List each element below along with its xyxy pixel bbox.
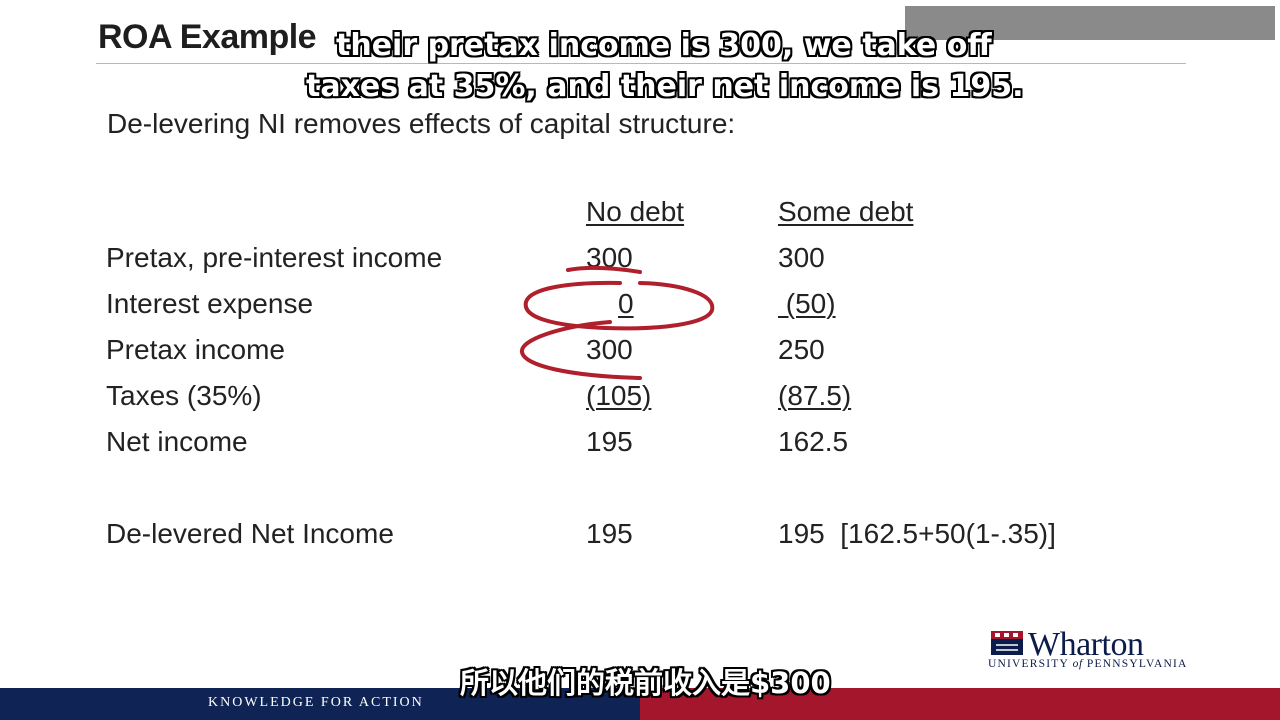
row-label-net-income: Net income: [106, 426, 248, 457]
logo-wordmark: Wharton: [1028, 626, 1144, 663]
value-some-debt-taxes: (87.5): [778, 380, 852, 411]
slide-lead-text: De-levering NI removes effects of capita…: [107, 108, 736, 139]
wharton-logo: Wharton UNIVERSITY of PENNSYLVANIA: [988, 626, 1188, 672]
logo-university-line: UNIVERSITY of PENNSYLVANIA: [988, 658, 1188, 670]
logo-university-of: of: [1072, 658, 1083, 670]
logo-university-suffix: PENNSYLVANIA: [1086, 658, 1188, 670]
row-label-taxes: Taxes (35%): [106, 380, 262, 411]
value-some-debt-pretax-income: 250: [778, 334, 825, 365]
footer-red-band: [640, 688, 1280, 720]
value-some-debt-pretax-pre-interest-income: 300: [778, 242, 825, 273]
value-no-debt-taxes: (105): [586, 380, 652, 411]
logo-university-prefix: UNIVERSITY: [988, 658, 1069, 670]
value-no-debt-de-levered-net-income: 195: [586, 518, 633, 549]
value-no-debt-pretax-income: 300: [586, 334, 633, 365]
subtitle-chinese: 所以他们的税前收入是$300: [460, 666, 831, 700]
row-label-de-levered-net-income: De-levered Net Income: [106, 518, 394, 549]
title-divider: [96, 63, 1186, 64]
row-label-interest-expense: Interest expense: [106, 288, 314, 319]
value-some-debt-interest-expense: (50): [778, 288, 836, 319]
footer-tagline: KNOWLEDGE FOR ACTION: [208, 695, 424, 710]
value-no-debt-net-income: 195: [586, 426, 633, 457]
column-header-no-debt: No debt: [586, 196, 685, 227]
value-some-debt-de-levered-net-income: 195 [162.5+50(1-.35)]: [778, 518, 1056, 549]
column-header-some-debt: Some debt: [778, 196, 914, 227]
penn-shield-icon: [991, 631, 1023, 655]
top-gray-bar: [905, 6, 1275, 40]
slide-title: ROA Example: [98, 18, 317, 56]
value-no-debt-pretax-pre-interest-income: 300: [586, 242, 633, 273]
row-label-pretax-pre-interest-income: Pretax, pre-interest income: [106, 242, 443, 273]
row-label-pretax-income: Pretax income: [106, 334, 285, 365]
value-some-debt-net-income: 162.5: [778, 426, 849, 457]
footer-navy-band: [0, 688, 640, 720]
subtitle-english-line-2: taxes at 35%, and their net income is 19…: [306, 69, 1024, 104]
value-no-debt-interest-expense: 0: [618, 288, 634, 319]
subtitle-english-line-1: their pretax income is 300, we take off: [336, 28, 992, 63]
